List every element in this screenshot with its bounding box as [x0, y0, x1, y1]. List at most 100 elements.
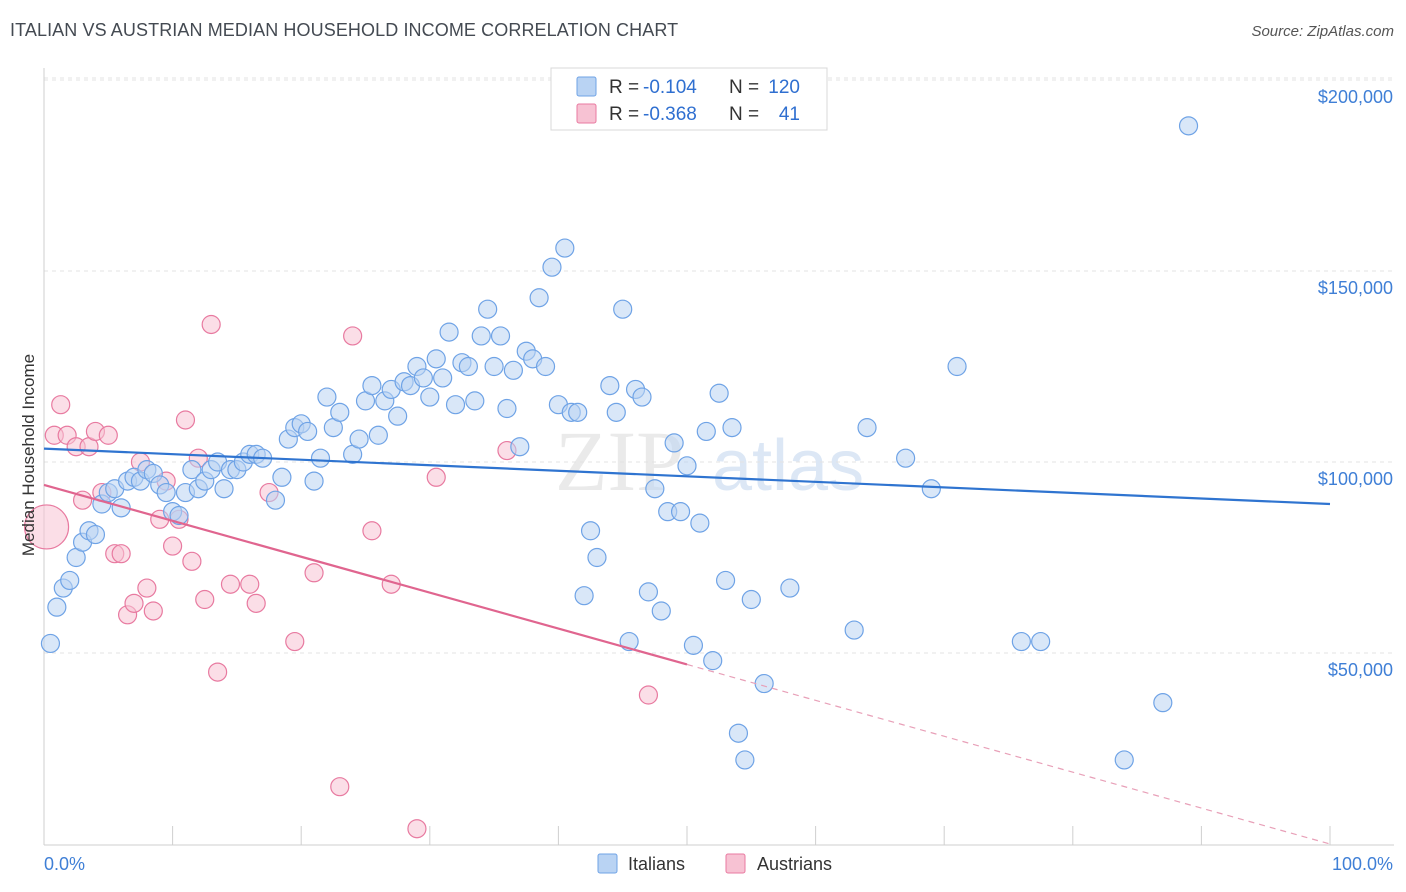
point-austrians: [330, 777, 350, 797]
point-italians: [600, 376, 620, 396]
point-austrians: [343, 326, 363, 346]
trend-lines: [43, 447, 1331, 845]
y-tick-label: $200,000: [1318, 87, 1393, 107]
point-italians: [651, 601, 671, 621]
point-italians: [478, 299, 498, 319]
point-italians: [709, 383, 729, 403]
point-italians: [613, 299, 633, 319]
point-italians: [368, 425, 388, 445]
point-italians: [542, 257, 562, 277]
point-italians: [458, 356, 478, 377]
legend-n-label-austrians: N =: [729, 104, 759, 125]
point-italians: [503, 360, 523, 380]
legend-bottom-label-austrians: Austrians: [757, 854, 832, 874]
point-italians: [715, 570, 736, 591]
legend-n-value-austrians: 41: [779, 104, 800, 125]
point-italians: [484, 356, 504, 377]
trend-line-austrians-extension: [686, 663, 1331, 845]
legend-swatch-austrians: [576, 103, 597, 124]
point-italians: [182, 460, 202, 480]
y-tick-label: $150,000: [1318, 278, 1393, 298]
point-austrians: [163, 536, 183, 556]
point-austrians: [72, 490, 93, 510]
legend-swatch-italians: [576, 76, 597, 97]
legend-r-label-italians: R =: [609, 77, 639, 98]
point-italians: [156, 482, 176, 503]
point-austrians: [362, 521, 382, 541]
chart-source: Source: ZipAtlas.com: [1251, 23, 1394, 40]
point-italians: [433, 368, 453, 388]
point-italians: [497, 398, 517, 419]
point-austrians: [195, 589, 215, 610]
legend-top: R = -0.104 N = 120 R = -0.368 N = 41: [550, 67, 828, 131]
legend-bottom-swatch-austrians: [725, 853, 746, 874]
point-italians: [580, 521, 601, 541]
point-italians: [1114, 750, 1134, 770]
point-italians: [47, 597, 67, 617]
point-italians: [388, 406, 408, 426]
point-italians: [857, 418, 877, 438]
legend-n-label-italians: N =: [729, 77, 759, 98]
point-italians: [330, 402, 350, 422]
point-italians: [703, 651, 723, 671]
point-austrians: [304, 563, 324, 583]
point-italians: [638, 582, 659, 602]
point-italians: [754, 673, 774, 694]
point-austrians: [137, 578, 157, 598]
legend-n-value-italians: 120: [768, 77, 800, 98]
point-italians: [40, 633, 61, 654]
point-italians: [445, 395, 466, 415]
point-italians: [85, 524, 106, 545]
y-tick-label: $50,000: [1328, 660, 1393, 680]
point-italians: [298, 421, 318, 442]
point-italians: [690, 513, 710, 533]
point-italians: [587, 547, 607, 568]
point-austrians: [124, 593, 144, 613]
point-italians: [413, 368, 433, 388]
point-italians: [728, 723, 749, 743]
point-italians: [304, 471, 324, 491]
point-italians: [568, 402, 588, 422]
point-italians: [362, 376, 382, 396]
point-italians: [921, 479, 941, 499]
point-italians: [529, 288, 549, 308]
x-tick-label: 100.0%: [1332, 854, 1393, 874]
x-tick-label: 0.0%: [44, 854, 85, 874]
legend-bottom-swatch-italians: [597, 853, 618, 874]
point-italians: [272, 467, 292, 487]
point-italians: [1153, 693, 1173, 713]
point-austrians: [240, 574, 260, 594]
point-italians: [735, 750, 755, 770]
trend-line-italians: [43, 447, 1331, 506]
watermark-zip: ZIP: [555, 413, 684, 509]
point-italians: [349, 429, 369, 449]
point-italians: [439, 322, 459, 342]
point-austrians: [407, 819, 427, 839]
point-italians: [510, 437, 530, 457]
point-italians: [426, 349, 446, 369]
point-italians: [1031, 631, 1051, 652]
point-italians: [677, 456, 697, 476]
point-italians: [465, 391, 485, 411]
watermark-atlas: atlas: [712, 426, 864, 506]
point-italians: [947, 356, 967, 377]
point-austrians: [285, 631, 305, 652]
axes: [43, 68, 1394, 846]
point-italians: [844, 620, 864, 640]
point-italians: [664, 433, 684, 453]
legend-r-value-austrians: -0.368: [643, 104, 697, 125]
point-italians: [574, 586, 594, 606]
y-axis-label: Median Household Income: [19, 354, 38, 556]
point-italians: [896, 448, 916, 468]
point-italians: [535, 356, 556, 377]
point-italians: [670, 502, 691, 522]
point-austrians: [638, 685, 659, 705]
point-austrians: [175, 410, 196, 430]
series-italians: [40, 116, 1199, 770]
point-italians: [60, 570, 80, 591]
point-italians: [722, 418, 742, 438]
point-italians: [780, 578, 800, 598]
point-italians: [490, 326, 511, 346]
point-italians: [169, 505, 189, 526]
